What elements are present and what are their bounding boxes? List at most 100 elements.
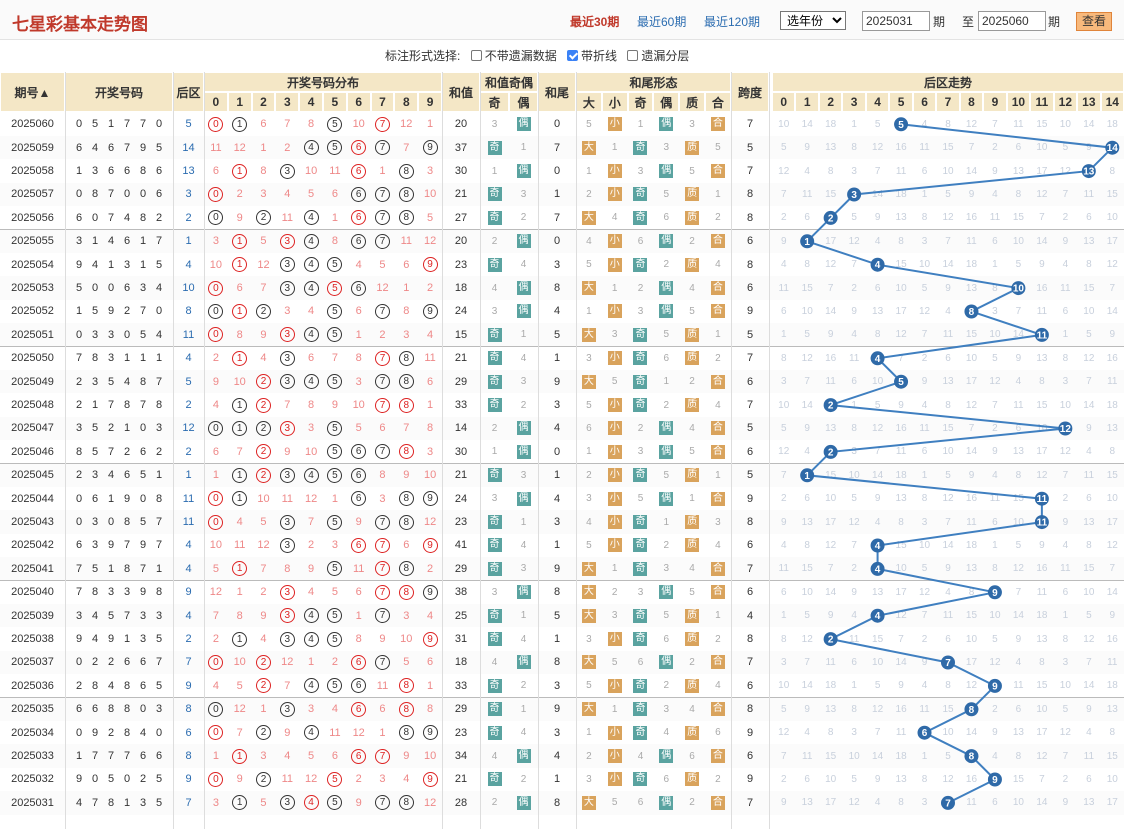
trend-cell: 8	[936, 113, 959, 136]
query-button[interactable]: 查看	[1076, 12, 1112, 31]
sum-cell: 38	[454, 586, 468, 599]
checkbox-no-miss[interactable]	[470, 50, 482, 61]
miss-count: 2	[427, 562, 434, 575]
tail-cell: 8	[553, 796, 561, 809]
miss-count: 4	[331, 703, 338, 716]
miss-count: 15	[1036, 399, 1048, 411]
miss-count: 12	[376, 282, 389, 295]
dist-ball: 8	[398, 210, 414, 226]
trend-point-label: 4	[875, 541, 881, 552]
trend-cell: 5	[936, 183, 959, 206]
miss-count: 2	[379, 328, 386, 341]
dist-cell: 8	[394, 510, 418, 533]
draw-number: 1	[155, 352, 163, 365]
year-select[interactable]: 选年份	[780, 11, 846, 30]
miss-count: 4	[403, 773, 410, 786]
trend-cell: 11	[983, 206, 1006, 229]
miss-count: 3	[921, 235, 928, 247]
back-number-cell: 8	[185, 305, 192, 318]
miss-count: 5	[427, 211, 434, 224]
trend-cell: 10	[1054, 674, 1077, 697]
trend-point	[964, 304, 979, 319]
dist-ball: 0	[208, 654, 224, 670]
dist-cell: 7	[371, 370, 395, 393]
miss-count: 14	[1083, 399, 1095, 411]
trend-cell: 4	[842, 323, 865, 346]
tail-form-cell: 5	[653, 183, 679, 206]
miss-count: 9	[945, 563, 951, 575]
dist-cell: 2	[204, 347, 228, 370]
odd-tag: 奇	[487, 210, 502, 225]
trend-cell: 11	[1030, 300, 1053, 323]
back-number-cell: 2	[185, 445, 192, 458]
miss-count: 14	[801, 399, 813, 411]
miss-count: 8	[355, 352, 362, 365]
miss-count: 12	[423, 796, 437, 809]
period-header[interactable]: 期号▲	[0, 72, 65, 112]
miss-count: 17	[965, 656, 978, 668]
miss-count: 12	[1083, 633, 1095, 645]
dist-ball: 5	[327, 514, 343, 530]
miss-count: 13	[801, 797, 813, 809]
trend-point	[870, 351, 885, 366]
trend-cell: 13	[1101, 417, 1124, 440]
dist-cell: 5	[323, 417, 347, 440]
miss-count: 10	[423, 469, 437, 482]
draw-number: 5	[139, 328, 147, 341]
trend-cell: 8	[983, 557, 1006, 580]
tail-form-cell: 5	[576, 534, 602, 557]
back-number-cell: 1	[185, 235, 192, 248]
table-row: 2025050 7 8 3 1 1 1 4 2 1 4 3 6 7 8 7 8 11 21 奇 4 1 3 小奇 6 质 2 7 8 12…	[0, 347, 1124, 370]
miss-count: 8	[1015, 750, 1022, 762]
trend-cell: 3	[1054, 651, 1077, 674]
miss-count: 8	[236, 328, 243, 341]
dist-ball: 7	[374, 654, 390, 670]
miss-count: 5	[804, 610, 810, 622]
sum-odd-cell: 奇	[480, 183, 509, 206]
dist-ball: 3	[279, 514, 295, 530]
tail-form-cell: 4	[705, 393, 731, 416]
trend-cell: 5	[936, 464, 959, 487]
back-number-cell: 12	[182, 422, 195, 435]
miss-count: 10	[942, 446, 954, 458]
period-link-30[interactable]: 最近30期	[570, 15, 620, 29]
draw-number: 9	[139, 141, 147, 154]
checkbox-line[interactable]	[567, 50, 579, 61]
miss-count: 7	[1109, 563, 1116, 575]
sum-odd-cell: 1	[480, 159, 509, 182]
trend-cell: 11	[889, 721, 912, 744]
dist-cell: 11	[371, 674, 395, 697]
draw-number: 2	[75, 469, 83, 482]
checkbox-layer[interactable]	[627, 50, 639, 61]
miss-count: 11	[376, 679, 389, 692]
miss-count: 6	[689, 750, 695, 762]
miss-count: 9	[804, 703, 810, 715]
miss-count: 8	[1039, 376, 1045, 388]
miss-count: 6	[403, 258, 410, 271]
period-link-60[interactable]: 最近60期	[637, 15, 687, 29]
trend-cell: 12	[772, 159, 795, 182]
tail-form-cell: 3	[628, 581, 654, 604]
trend-cell: 1	[913, 183, 936, 206]
tail-form-tag: 质	[685, 351, 700, 366]
period-link-120[interactable]: 最近120期	[704, 15, 761, 29]
miss-count: 8	[851, 703, 857, 715]
table-row: 2025049 2 3 5 4 8 7 5 9 10 2 3 4 5 3 7 8 6 29 奇 3 9 大 5 奇 1 2 合 6 3 7 1…	[0, 370, 1124, 394]
trend-cell: 8	[819, 721, 842, 744]
trend-cell: 13	[1077, 791, 1100, 814]
draw-number: 6	[75, 211, 83, 224]
trend-point	[894, 374, 909, 389]
dist-ball: 8	[398, 701, 414, 717]
trend-cell: 14	[889, 651, 912, 674]
tail-form-cell: 4	[679, 276, 705, 299]
to-period-input[interactable]	[978, 11, 1046, 31]
dist-ball: 2	[255, 771, 271, 787]
tail-form-cell: 1	[705, 464, 731, 487]
miss-count: 4	[491, 656, 498, 668]
miss-count: 11	[1013, 399, 1024, 411]
draw-number: 0	[91, 773, 99, 786]
miss-count: 13	[1036, 633, 1048, 645]
period-cell: 2025044	[11, 492, 54, 505]
from-period-input[interactable]	[862, 11, 930, 31]
